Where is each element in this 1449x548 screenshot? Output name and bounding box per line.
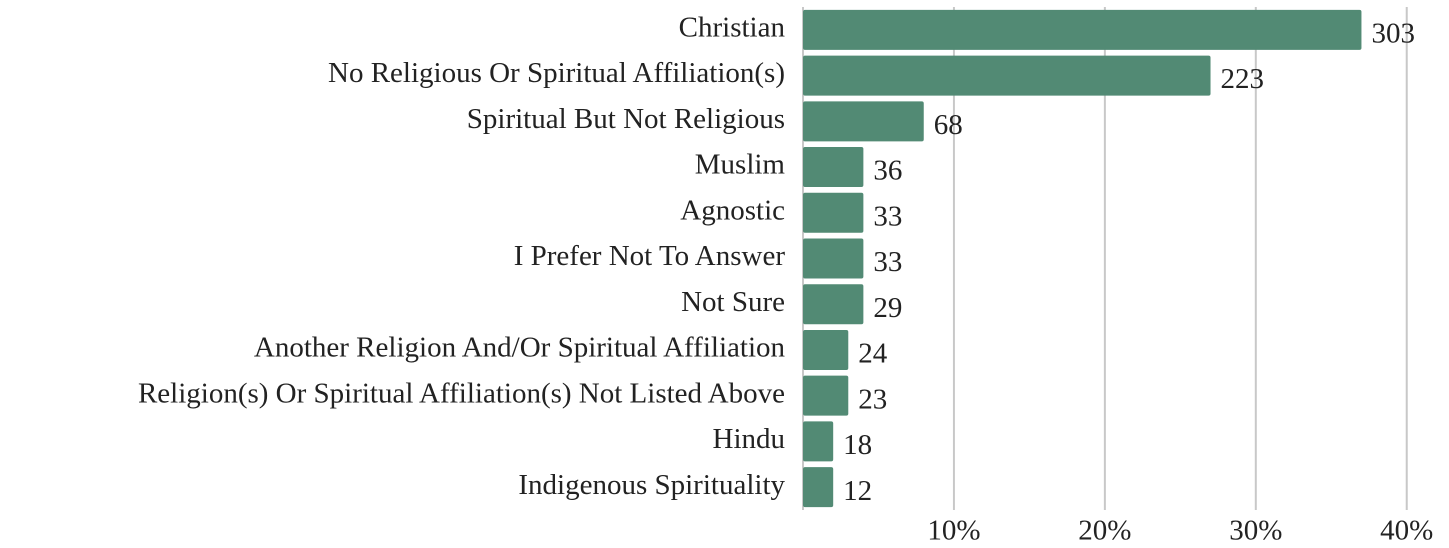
category-label: Muslim [695,149,786,181]
category-label: Hindu [713,423,786,455]
data-label: 303 [1371,18,1415,50]
bar [803,421,834,462]
bar [803,101,924,142]
data-label: 36 [873,155,902,187]
data-label: 29 [873,292,902,324]
data-label: 223 [1221,63,1265,95]
bar [803,329,849,370]
category-label: Spiritual But Not Religious [467,103,785,135]
data-label: 24 [858,338,888,370]
category-label: Another Religion And/Or Spiritual Affili… [254,332,786,364]
bar [803,147,864,188]
data-label: 23 [858,383,887,415]
bar [803,192,864,233]
bar [803,9,1362,50]
category-label: Christian [679,12,786,44]
bar [803,238,864,279]
x-tick-label: 30% [1229,515,1282,547]
x-tick-label: 40% [1380,515,1433,547]
category-label: Agnostic [680,194,785,226]
bar [803,467,834,508]
x-tick-label: 20% [1078,515,1131,547]
data-label: 18 [843,429,872,461]
data-label: 68 [934,109,963,141]
data-label: 33 [873,246,902,278]
data-label: 12 [843,475,872,507]
x-tick-label: 10% [927,515,980,547]
bar [803,284,864,325]
category-label: Indigenous Spirituality [518,469,785,501]
category-label: Religion(s) Or Spiritual Affiliation(s) … [138,377,785,409]
bar [803,55,1211,96]
data-label: 33 [873,200,902,232]
category-label: Not Sure [681,286,785,318]
category-label: I Prefer Not To Answer [514,240,786,272]
category-label: No Religious Or Spiritual Affiliation(s) [328,57,785,89]
bar [803,375,849,416]
